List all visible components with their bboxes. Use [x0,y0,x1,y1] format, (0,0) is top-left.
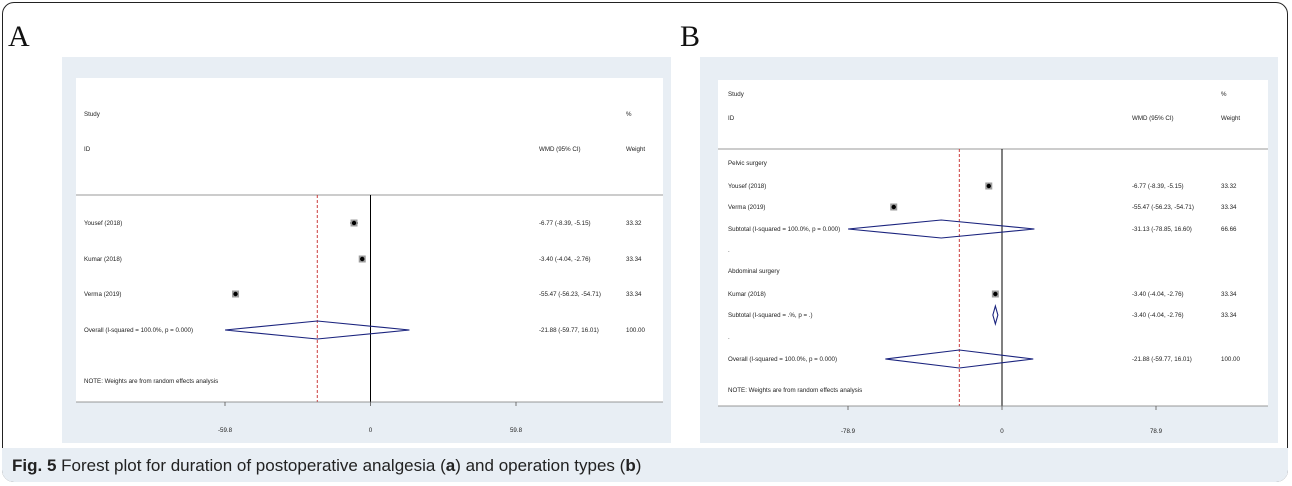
forest-plot-a: Study ID WMD (95% CI)% Weight Yousef (2018) -… [76,111,663,434]
header-weight: Weight [626,146,645,153]
note-text: NOTE: Weights are from random effects an… [728,387,862,394]
caption-text-3: ) [635,456,642,475]
header-effect: WMD (95% CI) [1132,115,1174,122]
x-tick-label: 0 [369,427,373,434]
study-weight: 33.34 [1221,291,1237,298]
x-tick-label: -59.8 [218,427,233,434]
subtotal-ci-text: -3.40 (-4.04, -2.76) [1132,312,1184,319]
overall-label: Overall (I-squared = 100.0%, p = 0.000) [728,356,837,363]
subtotal-label: Subtotal (I-squared = 100.0%, p = 0.000) [728,226,840,233]
study-label: Yousef (2018) [728,183,766,190]
study-weight: 33.32 [1221,183,1237,190]
x-tick-label: 0 [1000,428,1004,435]
study-weight: 33.34 [626,291,642,298]
study-weight: 33.34 [1221,204,1237,211]
subtotal-weight: 33.34 [1221,312,1237,319]
study-label: Kumar (2018) [84,256,122,263]
overall-diamond [885,349,1034,369]
header-percent: % [626,111,632,118]
overall-ci-text: -21.88 (-59.77, 16.01) [539,327,599,334]
group-label: Abdominal surgery [728,268,780,275]
study-weight: 33.34 [626,256,642,263]
study-weight: 33.32 [626,220,642,227]
overall-label: Overall (I-squared = 100.0%, p = 0.000) [84,327,193,334]
header-id: ID [728,115,735,122]
figure-caption: Fig. 5 Forest plot for duration of posto… [12,456,641,476]
study-label: Kumar (2018) [728,291,766,298]
study-ci-text: -6.77 (-8.39, -5.15) [539,220,591,227]
group-label: Pelvic surgery [728,160,768,167]
spacer-label: . [728,247,730,254]
panel-a-letter: A [8,20,30,53]
study-point-marker [351,220,357,226]
header-percent: % [1221,91,1227,98]
subtotal-diamond [848,219,1035,239]
caption-text-2: ) and operation types ( [455,456,626,475]
study-point-marker [360,256,365,262]
header-weight: Weight [1221,115,1240,122]
study-ci-text: -3.40 (-4.04, -2.76) [1132,291,1184,298]
spacer-label: . [728,334,730,341]
x-tick-label: 59.8 [510,427,523,434]
study-point-marker [891,204,896,210]
x-tick-label: -78.9 [841,428,856,435]
subtotal-diamond [992,303,999,327]
caption-band [2,448,1288,482]
study-ci-text: -3.40 (-4.04, -2.76) [539,256,591,263]
panel-b-letter: B [680,20,701,53]
caption-text-1: Forest plot for duration of postoperativ… [56,456,446,475]
forest-plot-b: Study ID WMD (95% CI)% Weight Pelvic surgery… [718,91,1268,435]
header-study: Study [728,91,745,98]
subtotal-ci-text: -31.13 (-78.85, 16.60) [1132,226,1192,233]
panel-b-plot-area [718,80,1268,406]
study-label: Verma (2019) [84,291,122,298]
header-study: Study [84,111,101,118]
overall-diamond [225,320,410,340]
panel-a-plot-area [76,78,663,402]
study-label: Verma (2019) [728,204,766,211]
study-ci-text: -6.77 (-8.39, -5.15) [1132,183,1184,190]
study-point-marker [986,183,991,189]
overall-ci-text: -21.88 (-59.77, 16.01) [1132,356,1192,363]
study-ci-text: -55.47 (-56.23, -54.71) [539,291,601,298]
study-point-marker [993,291,998,297]
x-tick-label: 78.9 [1150,428,1163,435]
header-effect: WMD (95% CI) [539,146,581,153]
overall-weight: 100.00 [1221,356,1240,363]
study-point-marker [233,291,238,297]
note-text: NOTE: Weights are from random effects an… [84,378,218,385]
subtotal-weight: 66.66 [1221,226,1237,233]
study-ci-text: -55.47 (-56.23, -54.71) [1132,204,1194,211]
caption-prefix: Fig. 5 [12,456,57,475]
overall-weight: 100.00 [626,327,645,334]
caption-letter-b: b [625,456,636,475]
study-label: Yousef (2018) [84,220,122,227]
subtotal-label: Subtotal (I-squared = .%, p = .) [728,312,813,319]
header-id: ID [84,146,91,153]
caption-letter-a: a [445,456,456,475]
